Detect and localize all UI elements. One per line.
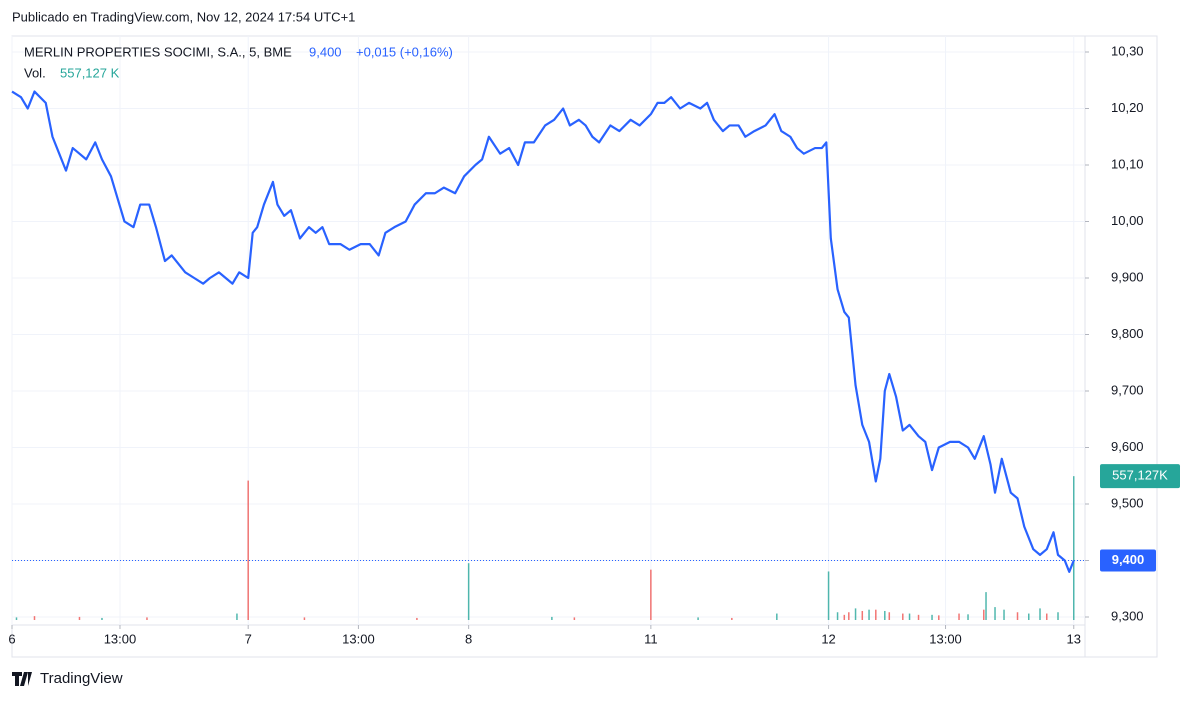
last-price-badge-label: 9,400: [1112, 552, 1145, 567]
legend-price: 9,400: [309, 44, 342, 59]
volume-bar: [146, 617, 148, 620]
volume-bar: [985, 592, 987, 620]
volume-bar: [1057, 612, 1059, 620]
legend: MERLIN PROPERTIES SOCIMI, S.A., 5, BME 9…: [24, 44, 453, 80]
volume-bar: [1073, 476, 1075, 620]
volume-bar: [994, 607, 996, 620]
volume-bar: [1046, 613, 1048, 620]
volume-bar: [902, 613, 904, 620]
symbol-title: MERLIN PROPERTIES SOCIMI, S.A., 5, BME: [24, 44, 292, 59]
x-tick-label: 12: [821, 631, 835, 646]
x-tick-label: 8: [465, 631, 472, 646]
volume-bar: [1016, 612, 1019, 620]
published-note: Publicado en TradingView.com, Nov 12, 20…: [12, 9, 355, 24]
volume-bar: [967, 614, 969, 620]
volume-bar: [958, 613, 960, 620]
volume-bar: [983, 609, 985, 620]
x-tick-label: 13:00: [929, 631, 962, 646]
volume-bar: [917, 614, 920, 620]
y-tick-label: 9,900: [1111, 269, 1144, 284]
volume-value: 557,127 K: [60, 65, 120, 80]
volume-bar: [938, 615, 940, 620]
volume-bar: [416, 617, 418, 620]
volume-bar: [931, 614, 933, 620]
volume-bar: [875, 609, 877, 620]
volume-bar: [776, 613, 778, 620]
volume-bar: [33, 616, 36, 620]
volume-bar: [15, 617, 18, 620]
volume-bar: [78, 616, 81, 620]
y-tick-label: 9,600: [1111, 439, 1144, 454]
y-tick-label: 9,500: [1111, 495, 1144, 510]
y-tick-label: 10,30: [1111, 43, 1144, 58]
y-tick-label: 9,700: [1111, 382, 1144, 397]
volume-bar: [1028, 613, 1030, 620]
x-tick-label: 7: [245, 631, 252, 646]
x-tick-label: 6: [8, 631, 15, 646]
volume-bar: [843, 614, 846, 620]
volume-bar: [236, 613, 238, 620]
volume-bar: [827, 571, 830, 620]
volume-bar: [848, 612, 850, 620]
legend-change: +0,015 (+0,16%): [356, 44, 453, 59]
y-tick-label: 10,10: [1111, 156, 1144, 171]
volume-bar: [884, 610, 886, 620]
y-tick-label: 9,800: [1111, 326, 1144, 341]
last-price-badge: [1100, 549, 1156, 572]
volume-bar: [573, 617, 576, 620]
volume-bar: [868, 609, 870, 620]
x-tick-label: 11: [644, 631, 658, 646]
volume-bar: [697, 617, 699, 620]
volume-label: Vol.: [24, 65, 46, 80]
plot: [11, 90, 1085, 573]
volume-badge: [1100, 464, 1180, 489]
x-tick-label: 13:00: [104, 631, 137, 646]
price-line: [11, 90, 1075, 573]
volume-badge-label: 557,127K: [1112, 468, 1168, 483]
brand: TradingView: [12, 670, 123, 687]
volume: [15, 476, 1075, 620]
x-tick-label: 13:00: [342, 631, 375, 646]
volume-bar: [731, 617, 733, 620]
volume-bar: [854, 608, 857, 620]
volume-bar: [861, 610, 864, 620]
volume-bar: [1039, 608, 1041, 620]
y-tick-label: 10,20: [1111, 100, 1144, 115]
x-tick-label: 13: [1067, 631, 1081, 646]
volume-bar: [551, 616, 553, 620]
volume-bar: [303, 617, 306, 620]
volume-bar: [650, 569, 652, 620]
volume-bar: [836, 612, 839, 620]
volume-bar: [247, 480, 249, 620]
volume-bar: [467, 563, 470, 620]
volume-bar: [888, 612, 891, 620]
y-tick-label: 9,300: [1111, 608, 1144, 623]
brand-name: TradingView: [40, 670, 123, 687]
volume-bar: [908, 613, 911, 620]
volume-bar: [101, 617, 103, 620]
brand-logo: [12, 672, 32, 686]
y-tick-label: 10,00: [1111, 213, 1144, 228]
volume-bar: [1003, 609, 1005, 620]
